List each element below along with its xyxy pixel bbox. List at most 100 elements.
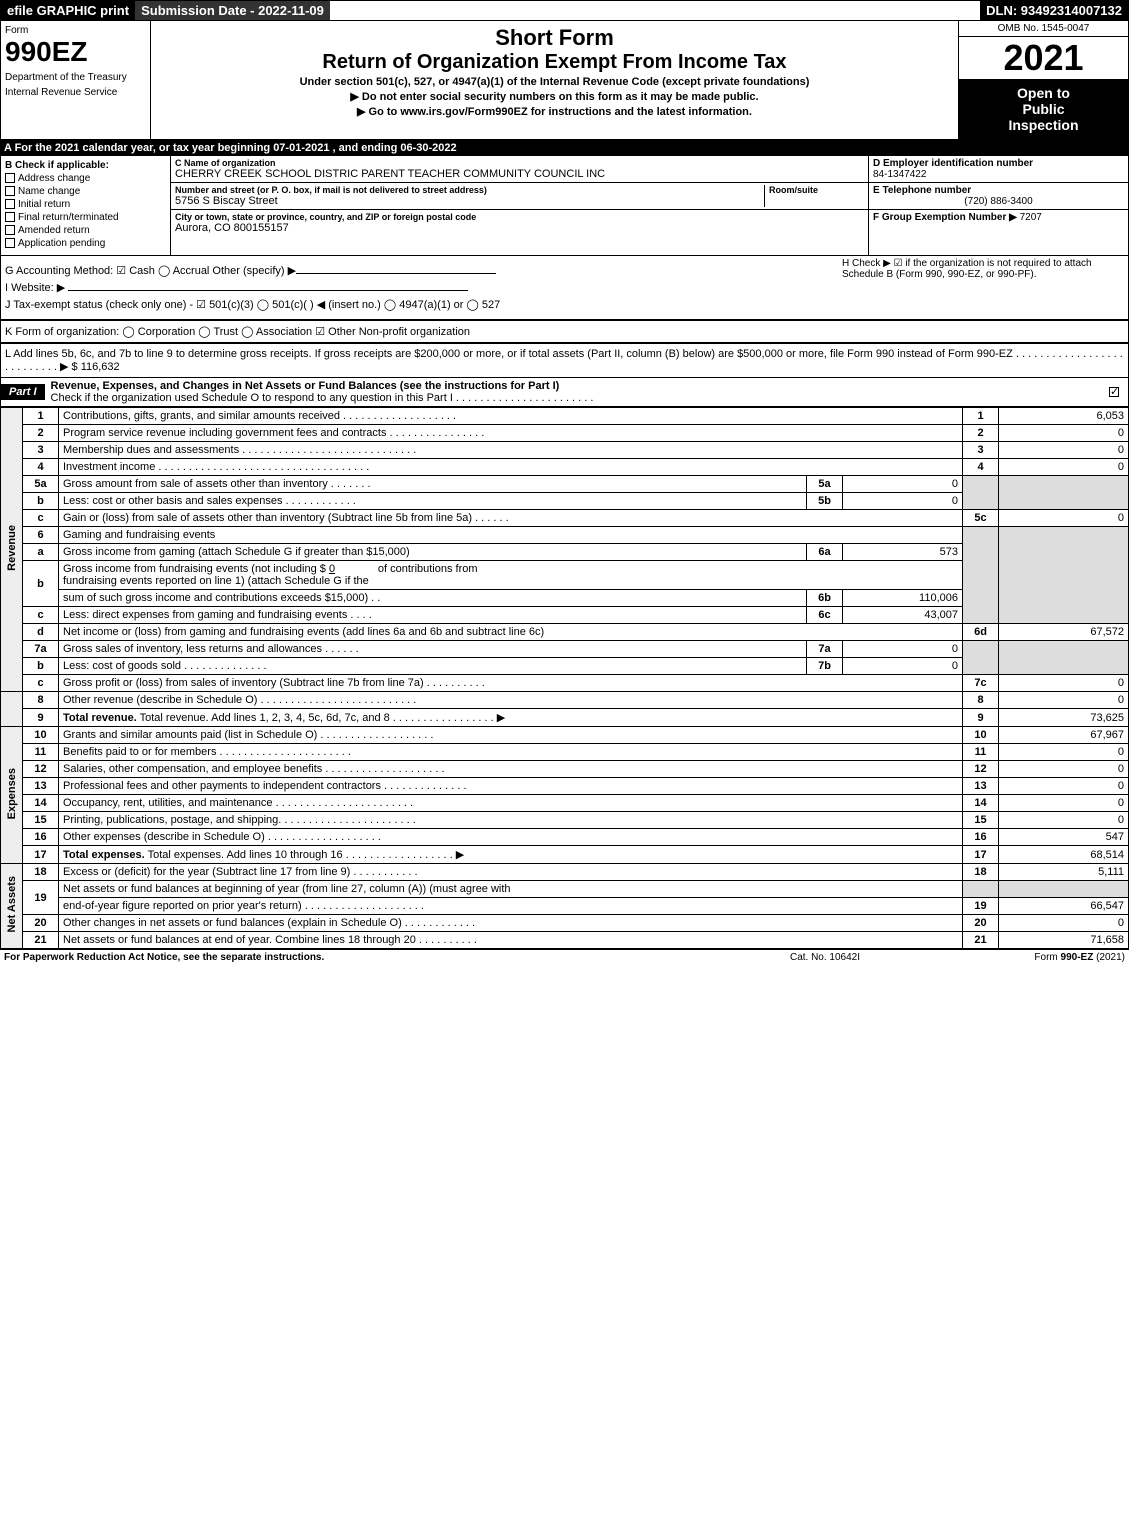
phone-value: (720) 886-3400 bbox=[873, 196, 1124, 207]
desc-6b-top: Gross income from fundraising events (no… bbox=[59, 561, 963, 590]
val-6-grey bbox=[999, 527, 1129, 624]
part1-header: Part I Revenue, Expenses, and Changes in… bbox=[0, 378, 1129, 407]
val-15: 0 bbox=[999, 812, 1129, 829]
d-ein-label: D Employer identification number bbox=[873, 158, 1124, 169]
ln-20: 20 bbox=[23, 915, 59, 932]
group-exemption-value: 7207 bbox=[1020, 212, 1042, 223]
website-blank[interactable] bbox=[68, 290, 468, 291]
ln-5a: 5a bbox=[23, 476, 59, 493]
chk-name-change[interactable]: Name change bbox=[5, 186, 166, 197]
rn-14: 14 bbox=[963, 795, 999, 812]
val-1: 6,053 bbox=[999, 408, 1129, 425]
org-city: Aurora, CO 800155157 bbox=[175, 222, 864, 234]
g-other-blank[interactable] bbox=[296, 273, 496, 274]
chk-address-change[interactable]: Address change bbox=[5, 173, 166, 184]
desc-10: Grants and similar amounts paid (list in… bbox=[59, 727, 963, 744]
col-c-org-info: C Name of organization CHERRY CREEK SCHO… bbox=[171, 156, 868, 255]
val-12: 0 bbox=[999, 761, 1129, 778]
desc-6a: Gross income from gaming (attach Schedul… bbox=[59, 544, 807, 561]
subln-6a: 6a bbox=[807, 544, 843, 561]
subln-5b: 5b bbox=[807, 493, 843, 510]
rn-20: 20 bbox=[963, 915, 999, 932]
rn-16: 16 bbox=[963, 829, 999, 846]
ln-13: 13 bbox=[23, 778, 59, 795]
rn-19-grey bbox=[963, 881, 999, 898]
rn-13: 13 bbox=[963, 778, 999, 795]
ln-7c: c bbox=[23, 675, 59, 692]
desc-12: Salaries, other compensation, and employ… bbox=[59, 761, 963, 778]
k-row: K Form of organization: ◯ Corporation ◯ … bbox=[0, 320, 1129, 343]
val-5ab-grey bbox=[999, 476, 1129, 510]
val-20: 0 bbox=[999, 915, 1129, 932]
irs-label: Internal Revenue Service bbox=[5, 87, 146, 98]
chk-final-label: Final return/terminated bbox=[18, 212, 119, 223]
chk-init-label: Initial return bbox=[18, 199, 70, 210]
6b-amount: 0 bbox=[329, 563, 335, 575]
val-21: 71,658 bbox=[999, 932, 1129, 949]
desc-17: Total expenses. Total expenses. Add line… bbox=[59, 846, 963, 864]
desc-14: Occupancy, rent, utilities, and maintena… bbox=[59, 795, 963, 812]
val-16: 547 bbox=[999, 829, 1129, 846]
ln-3: 3 bbox=[23, 442, 59, 459]
val-3: 0 bbox=[999, 442, 1129, 459]
submission-date: Submission Date - 2022-11-09 bbox=[135, 1, 330, 20]
subln-6c: 6c bbox=[807, 607, 843, 624]
ln-9: 9 bbox=[23, 709, 59, 727]
rn-21: 21 bbox=[963, 932, 999, 949]
val-19: 66,547 bbox=[999, 898, 1129, 915]
col-b-checkboxes: B Check if applicable: Address change Na… bbox=[1, 156, 171, 255]
val-19-grey bbox=[999, 881, 1129, 898]
c-city-label: City or town, state or province, country… bbox=[175, 212, 864, 222]
ln-19: 19 bbox=[23, 881, 59, 915]
top-bar: efile GRAPHIC print Submission Date - 20… bbox=[0, 0, 1129, 21]
desc-9: Total revenue. Total revenue. Add lines … bbox=[59, 709, 963, 727]
desc-7b: Less: cost of goods sold . . . . . . . .… bbox=[59, 658, 807, 675]
rn-9: 9 bbox=[963, 709, 999, 727]
rn-6-grey bbox=[963, 527, 999, 624]
open-line2: Public bbox=[965, 101, 1122, 117]
l-row: L Add lines 5b, 6c, and 7b to line 9 to … bbox=[0, 343, 1129, 378]
chk-amended-return[interactable]: Amended return bbox=[5, 225, 166, 236]
desc-8: Other revenue (describe in Schedule O) .… bbox=[59, 692, 963, 709]
desc-11: Benefits paid to or for members . . . . … bbox=[59, 744, 963, 761]
short-form-title: Short Form bbox=[155, 25, 954, 51]
ln-16: 16 bbox=[23, 829, 59, 846]
footer-right: Form 990-EZ (2021) bbox=[925, 952, 1125, 963]
note-goto-text[interactable]: ▶ Go to www.irs.gov/Form990EZ for instru… bbox=[357, 106, 752, 118]
rn-18: 18 bbox=[963, 864, 999, 881]
rn-3: 3 bbox=[963, 442, 999, 459]
chk-final-return[interactable]: Final return/terminated bbox=[5, 212, 166, 223]
efile-label[interactable]: efile GRAPHIC print bbox=[1, 1, 135, 20]
rn-6d: 6d bbox=[963, 624, 999, 641]
footer-center: Cat. No. 10642I bbox=[725, 952, 925, 963]
chk-application-pending[interactable]: Application pending bbox=[5, 238, 166, 249]
rn-12: 12 bbox=[963, 761, 999, 778]
desc-6d: Net income or (loss) from gaming and fun… bbox=[59, 624, 963, 641]
ln-7a: 7a bbox=[23, 641, 59, 658]
rn-5c: 5c bbox=[963, 510, 999, 527]
c-name-row: C Name of organization CHERRY CREEK SCHO… bbox=[171, 156, 868, 183]
ln-8: 8 bbox=[23, 692, 59, 709]
val-14: 0 bbox=[999, 795, 1129, 812]
desc-5c: Gain or (loss) from sale of assets other… bbox=[59, 510, 963, 527]
c-street-row: Number and street (or P. O. box, if mail… bbox=[171, 183, 868, 210]
val-17: 68,514 bbox=[999, 846, 1129, 864]
org-street: 5756 S Biscay Street bbox=[175, 195, 764, 207]
ln-6d: d bbox=[23, 624, 59, 641]
open-inspection: Open to Public Inspection bbox=[959, 79, 1128, 139]
ein-value: 84-1347422 bbox=[873, 169, 1124, 180]
desc-2: Program service revenue including govern… bbox=[59, 425, 963, 442]
chk-initial-return[interactable]: Initial return bbox=[5, 199, 166, 210]
header-center: Short Form Return of Organization Exempt… bbox=[151, 21, 958, 139]
ln-5b: b bbox=[23, 493, 59, 510]
part1-table: Revenue 1Contributions, gifts, grants, a… bbox=[0, 407, 1129, 949]
ln-17: 17 bbox=[23, 846, 59, 864]
j-tax-exempt: J Tax-exempt status (check only one) - ☑… bbox=[5, 298, 1124, 311]
val-13: 0 bbox=[999, 778, 1129, 795]
omb-number: OMB No. 1545-0047 bbox=[959, 21, 1128, 37]
ln-11: 11 bbox=[23, 744, 59, 761]
f-group-label: F Group Exemption Number ▶ bbox=[873, 212, 1017, 223]
part1-scheduleO-check[interactable] bbox=[1109, 386, 1128, 398]
form-header: Form 990EZ Department of the Treasury In… bbox=[0, 21, 1129, 140]
identity-block: B Check if applicable: Address change Na… bbox=[0, 156, 1129, 256]
